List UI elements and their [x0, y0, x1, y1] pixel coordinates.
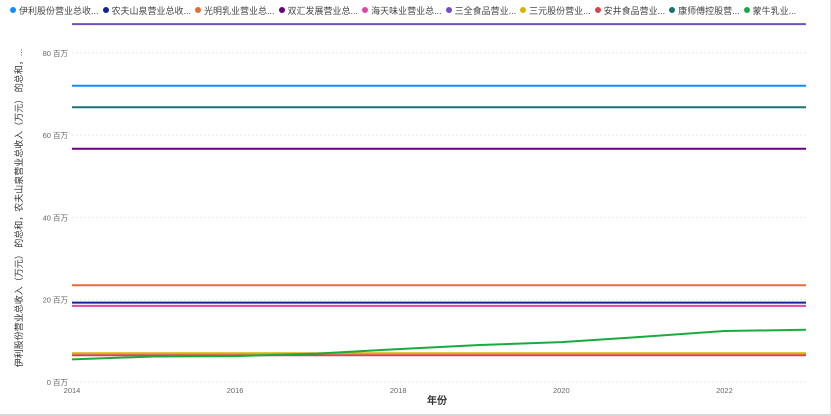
legend-label: 光明乳业营业总...: [204, 5, 275, 16]
series-line[interactable]: [71, 328, 807, 361]
legend-item[interactable]: 双汇发展营业总...: [278, 4, 359, 17]
legend-label: 双汇发展营业总...: [287, 5, 359, 16]
legend-item[interactable]: 三元股份营业...: [520, 4, 591, 17]
y-tick-label: 20 百万: [43, 296, 69, 305]
y-axis: 0 百万 20 百万 40 百万 60 百万 80 百万: [43, 49, 69, 387]
x-tick-label: 2014: [64, 386, 81, 395]
y-tick-label: 40 百万: [43, 213, 69, 222]
legend: 伊利股份营业总收... 农夫山泉营业总收... 光明乳业营业总... 双汇发展营业总.…: [10, 2, 825, 18]
legend-item[interactable]: 光明乳业营业总...: [195, 4, 275, 17]
legend-marker-icon: [362, 7, 369, 13]
legend-label: 伊利股份营业总收...: [19, 5, 99, 16]
legend-marker-icon: [10, 7, 16, 13]
legend-item[interactable]: 安井食品营业...: [594, 4, 666, 17]
x-axis-title: 年份: [427, 394, 448, 407]
legend-label: 三全食品营业...: [454, 5, 517, 16]
x-tick-label: 2020: [553, 386, 570, 395]
y-tick-label: 60 百万: [43, 131, 69, 140]
legend-item[interactable]: 农夫山泉营业总收...: [102, 4, 192, 17]
y-tick-label: 0 百万: [47, 378, 69, 387]
legend-marker-icon: [520, 7, 527, 13]
legend-item[interactable]: 三全食品营业...: [445, 4, 517, 17]
legend-marker-icon: [445, 7, 452, 13]
legend-marker-icon: [278, 7, 285, 13]
legend-item[interactable]: 伊利股份营业总收...: [10, 4, 99, 17]
legend-label: 安井食品营业...: [603, 5, 666, 16]
y-axis-title: 伊利股份营业总收入（万元） 的总和，农夫山泉营业总收入（万元） 的总和，...: [13, 49, 24, 368]
legend-label: 康师傅控股营...: [678, 5, 740, 16]
legend-item[interactable]: 蒙牛乳业...: [743, 4, 797, 17]
x-tick-label: 2018: [390, 386, 407, 395]
legend-item[interactable]: 康师傅控股营...: [669, 4, 740, 17]
x-tick-label: 2022: [716, 386, 733, 395]
y-tick-label: 80 百万: [43, 49, 69, 58]
legend-label: 蒙牛乳业...: [752, 5, 797, 16]
series-lines: [71, 23, 807, 361]
legend-label: 三元股份营业...: [529, 5, 591, 16]
x-tick-label: 2016: [227, 386, 244, 395]
legend-marker-icon: [669, 7, 676, 13]
legend-marker-icon: [195, 7, 202, 13]
legend-label: 农夫山泉营业总收...: [111, 5, 192, 16]
x-axis: 2014 2016 2018 2020 2022: [64, 386, 733, 395]
legend-marker-icon: [743, 7, 750, 13]
legend-item[interactable]: 海天味业营业总...: [362, 4, 442, 17]
legend-marker-icon: [594, 7, 601, 13]
legend-label: 海天味业营业总...: [371, 5, 442, 16]
legend-marker-icon: [102, 7, 109, 13]
